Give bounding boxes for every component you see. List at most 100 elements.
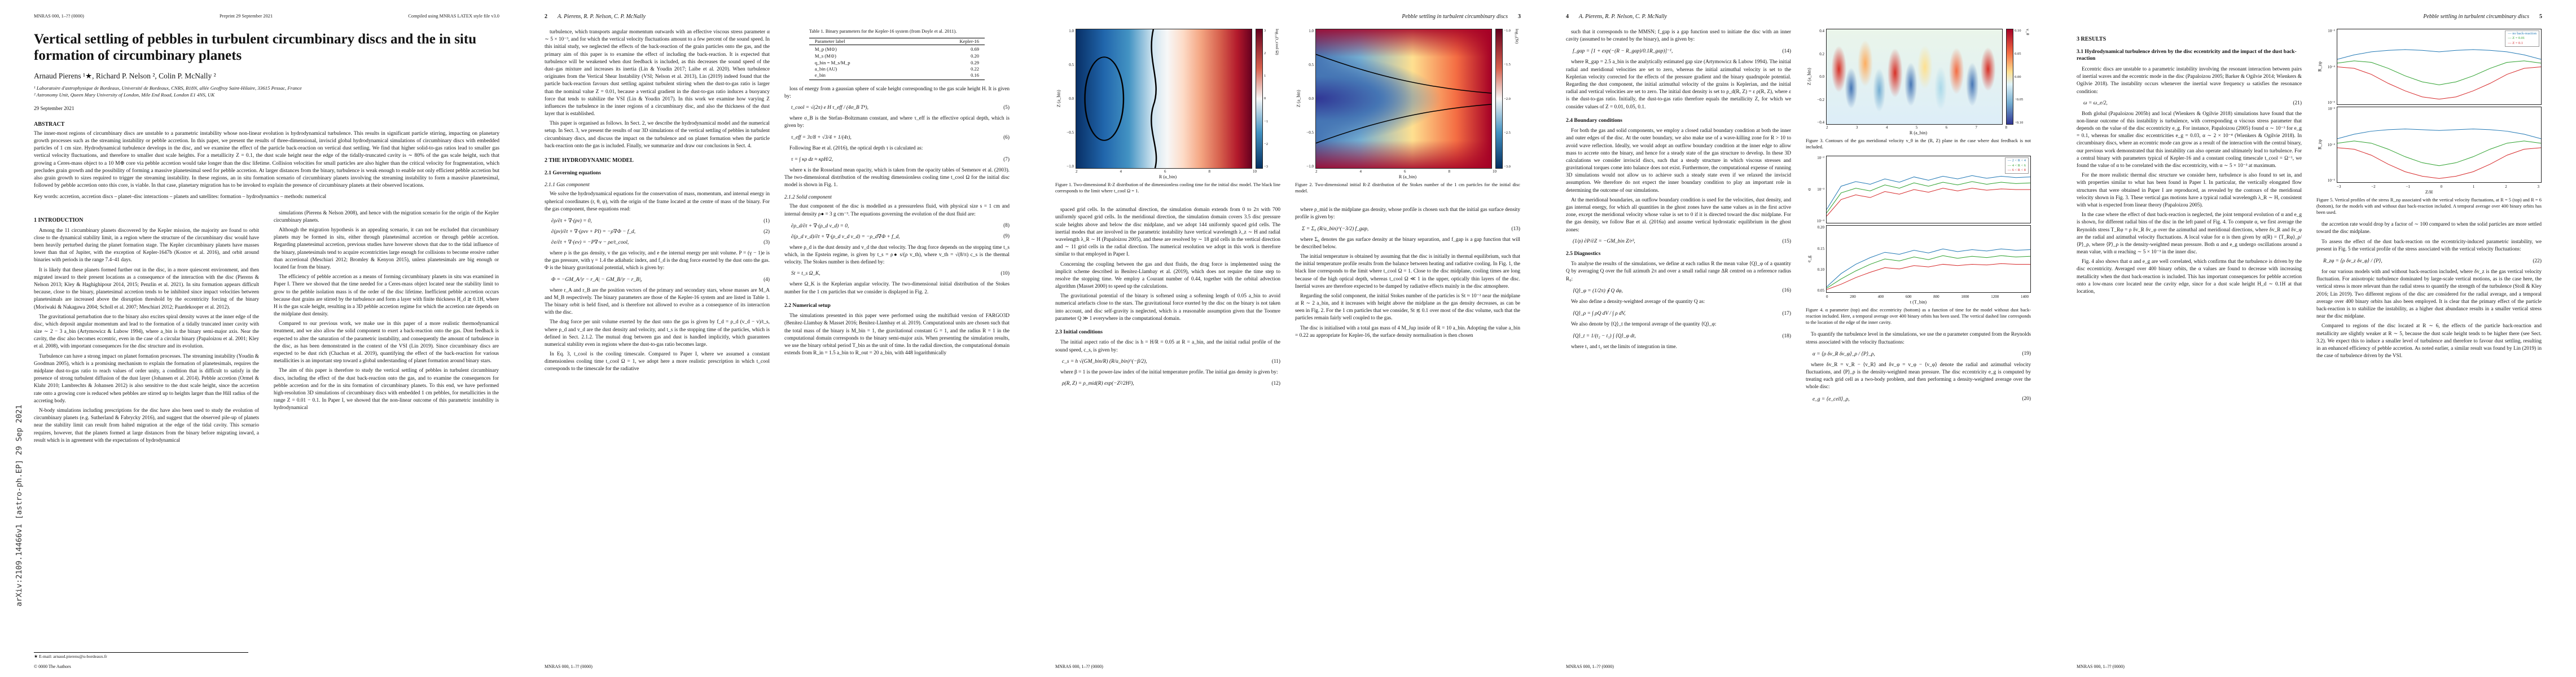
colorbar-tick-label: −0.05 [2015,98,2024,102]
paragraph: The gravitational potential of the binar… [1055,293,1280,322]
paragraph: N-body simulations including prescriptio… [34,407,259,443]
figure-3-colorbar-ticks: 0.10 0.05 0.00 −0.05 −0.10 [2013,29,2025,125]
paragraph: The simulations presented in this paper … [784,313,1010,357]
table-cell: 0.29 [971,60,980,66]
figure-5-caption: Figure 5. Vertical profiles of the stres… [2316,197,2542,216]
y-tick-label: 10⁻⁵ [2327,100,2335,105]
table-row: e_bin 0.16 [809,72,985,78]
y-tick-label: 10⁻⁴ [1816,219,1824,224]
x-tick-label: 3 [2537,184,2539,189]
y-tick-label: −1.0 [1067,164,1074,169]
y-tick-label: 0.10 [1817,267,1824,272]
table-cell: 0.22 [971,66,980,72]
figure-5-top-y-label: R_zφ [2317,61,2323,72]
table-cell: e_bin [814,72,826,78]
paragraph: Both global (Papaloizou 2005b) and local… [2077,111,2302,169]
table-1-body: M_p (M⊙) 0.69 M_s (M⊙) 0.20 q_bin = M_s/M_p 0… [809,45,985,80]
x-tick-label: 600 [1905,294,1912,300]
subsection-heading: 2.4 Boundary conditions [1566,117,1622,124]
y-tick-label: 10⁻³ [2328,107,2335,111]
page-3-footer: MNRAS 000, 1–?? (0000) [1055,664,1103,669]
journal-reference: MNRAS 000, 1–?? (0000) [34,14,84,19]
equation: c_s = h √(GM_bin/R) (R/a_bin)^(−β/2), (11… [1062,358,1280,364]
page-1-footer: © 0000 The Authors [34,664,71,669]
paragraph: where β = 1 is the power-law index of th… [1060,369,1278,375]
figure-1-y-axis-label: Z (a_bin) [1056,90,1061,108]
footnote-text: ★ E-mail: arnaud.pierens@u-bordeaux.fr [34,654,107,659]
page-4-header: 4 A. Pierens, R. P. Nelson, C. P. McNall… [1566,14,2031,20]
paragraph: loss of energy from a gaussian sphere of… [784,86,1010,100]
equation: ⟨Q⟩_ρ = ∫ ρQ dV / ∫ ρ dV, (17) [1573,310,1791,317]
paragraph: The drag force per unit volume exerted b… [545,319,770,348]
y-tick-label: 10⁻³ [2328,29,2335,33]
figure-5: R_zφ 10⁻³10⁻⁴10⁻⁵ no back-reactionZ = 0.… [2316,29,2542,216]
page-3-right-column: where ρ_mid is the midplane gas density,… [1295,206,1520,601]
figure-4-x-ticks: 0 200 400 600 800 1000 1200 1400 [1826,294,2029,299]
paragraph: where σ_B is the Stefan–Boltzmann consta… [784,116,1010,129]
figure-3-colorbar [2006,29,2013,125]
table-cell: 0.20 [971,53,980,59]
equation: ⟨Q⟩_φ = (1/2π) ∮ Q dφ, (16) [1573,288,1791,294]
table-1: Table 1. Binary parameters for the Keple… [809,29,985,80]
y-tick-label: −0.5 [1067,130,1074,135]
subsection-heading: 3.1 Hydrodynamical turbulence driven by … [2077,49,2297,62]
figure-3-plot-area: Z (a_bin) 0.4 0.2 0.0 −0.2 −0.4 0.10 0.05 0.00… [1806,29,2031,125]
table-row: M_p (M⊙) 0.69 [809,46,985,53]
paragraph: where ρ_d is the dust density and v_d th… [784,244,1010,266]
page-1-columns: 1 INTRODUCTION Among the 11 circumbinary … [34,210,499,447]
compile-note: Compiled using MNRAS LATEX style file v3… [408,14,499,19]
equation: e_g = ⟨e_cell⟩_ρ, (20) [1813,396,2031,402]
figure-5-x-axis-label: Z/H [2425,190,2433,195]
subsubsection-heading: 2.1.1 Gas component [545,182,590,188]
page-4-right-column: Z (a_bin) 0.4 0.2 0.0 −0.2 −0.4 0.10 0.05 0.00… [1806,29,2031,641]
x-tick-label: 400 [1877,294,1884,300]
figure-4-bottom-y-label: e_g [1806,256,1812,263]
figure-2-heatmap [1315,29,1492,169]
y-tick-label: 10⁻⁴ [2327,142,2335,147]
figure-2-plot-area: Z (a_bin) 1.0 0.5 0.0 −0.5 −1.0 −1.0 −1.5 −2.0… [1295,29,1520,169]
page-2-right-column: Table 1. Binary parameters for the Keple… [784,29,1010,641]
keywords-line: Key words: accretion, accretion discs – … [34,194,327,200]
page-4-right-text: To quantify the turbulence level in the … [1806,331,2031,402]
page-5-header: Pebble settling in turbulent circumbinar… [2077,14,2542,20]
y-tick-label: 0.05 [1817,288,1824,293]
subsubsection-heading: 2.1.2 Solid component [784,195,832,201]
figure-3: Z (a_bin) 0.4 0.2 0.0 −0.2 −0.4 0.10 0.05 0.00… [1806,29,2031,150]
figure-5-top-panel: R_zφ 10⁻³10⁻⁴10⁻⁵ no back-reactionZ = 0.… [2316,29,2542,105]
table-1-header-row: Parameter label Kepler-16 [809,37,985,45]
equation: ∂e/∂t + ∇·(ev) = −P∇·v − ρe/t_cool, (3) [551,239,770,246]
paragraph: We solve the hydrodynamical equations fo… [545,191,770,212]
x-tick-label: 4 [1885,125,1888,130]
y-tick-label: −0.4 [1817,120,1824,125]
y-tick-label: 10⁻³ [1817,187,1824,192]
subsection-heading: 2.3 Initial conditions [1055,329,1103,335]
figure-4-top-y-ticks: 10⁻² 10⁻³ 10⁻⁴ [1813,156,1826,223]
paragraph: To analyse the results of the simulation… [1566,261,1791,282]
page-3-header: Pebble settling in turbulent circumbinar… [1055,14,1521,20]
x-tick-label: 10 [1253,169,1257,174]
paragraph: turbulence, which transports angular mom… [545,29,770,117]
figure-3-y-ticks: 0.4 0.2 0.0 −0.2 −0.4 [1813,29,1826,125]
subsection-heading: 2.2 Numerical setup [784,302,831,309]
figure-4-top-plot: 2 < R < 44 < R < 66 < R < 8 [1826,156,2031,224]
page-number: 2 [545,14,547,20]
figure-4-bottom-y-ticks: 0.20 0.15 0.10 0.05 [1813,225,1826,293]
paragraph: simulations (Pierens & Nelson 2008), and… [274,210,499,223]
y-tick-label: 0.4 [1819,29,1824,33]
paragraph: The initial aspect ratio of the disc is … [1055,340,1280,353]
paragraph: At the meridional boundaries, an outflow… [1566,197,1791,233]
table-row: M_s (M⊙) 0.20 [809,53,985,60]
page-2-footer: MNRAS 000, 1–?? (0000) [545,664,593,669]
preprint-date: Preprint 29 September 2021 [219,14,273,19]
page-4: 4 A. Pierens, R. P. Nelson, C. P. McNall… [1560,0,2037,677]
y-tick-label: 0.0 [1309,96,1314,101]
paragraph: where δv_R = v_R − ⟨v_R⟩ and δv_φ = v_φ … [1806,362,2031,390]
colorbar-tick-label: −2.0 [1504,96,1511,101]
equation: t_cool = √(2π) e H τ_eff / (4σ_B T⁴), (5) [791,105,1010,111]
figure-1-caption: Figure 1. Two-dimensional R-Z distributi… [1055,182,1280,194]
legend-entry: 6 < R < 8 [2008,168,2026,173]
page-2-right-text: loss of energy from a gaussian sphere of… [784,86,1010,357]
table-column-header: Kepler-16 [959,38,980,45]
colorbar-tick-label: 3 [1264,29,1266,33]
